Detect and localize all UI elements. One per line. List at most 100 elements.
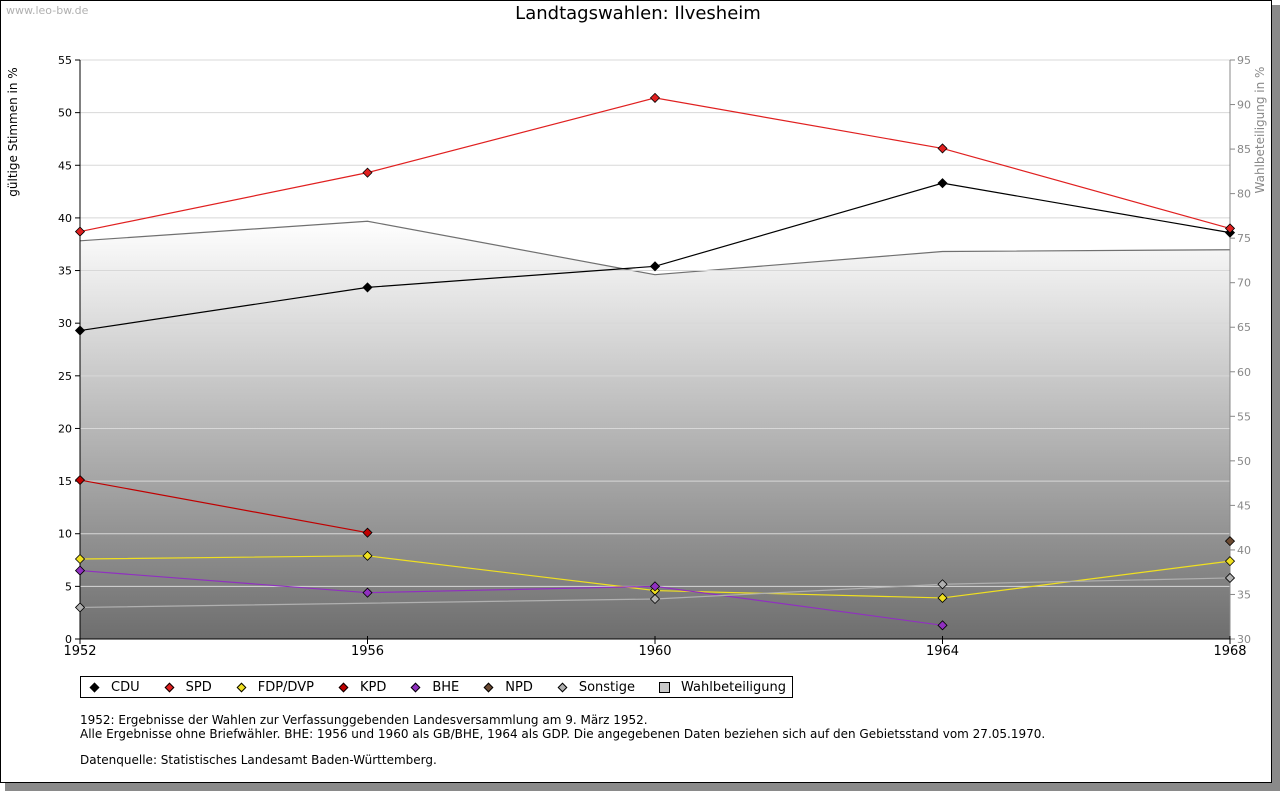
frame-shadow-right xyxy=(1272,5,1280,791)
point-kpd xyxy=(362,527,373,538)
y-tick-label-right: 30 xyxy=(1237,633,1251,646)
y-tick-label: 25 xyxy=(58,370,72,383)
legend-item-sonstige: Sonstige xyxy=(557,680,635,695)
legend-swatch xyxy=(557,682,568,692)
y-tick-label: 5 xyxy=(65,580,72,593)
x-tick-label: 1968 xyxy=(1213,644,1246,659)
point-bhe xyxy=(937,620,948,631)
legend-swatch xyxy=(483,682,494,692)
point-cdu xyxy=(74,325,86,336)
legend-item-spd: SPD xyxy=(164,680,212,695)
point-npd xyxy=(1224,536,1236,547)
footnote-1952: 1952: Ergebnisse der Wahlen zur Verfassu… xyxy=(80,713,648,727)
gridlines xyxy=(80,59,1230,587)
y-tick-label-right: 95 xyxy=(1237,54,1251,67)
legend-label: CDU xyxy=(111,679,140,695)
y-tick-label: 40 xyxy=(58,212,72,225)
y-tick-label: 50 xyxy=(58,107,72,120)
turnout-line xyxy=(79,220,1231,276)
y-tick-label-right: 75 xyxy=(1237,232,1251,245)
series-line-kpd xyxy=(79,479,368,534)
y-tick-label: 10 xyxy=(58,528,72,541)
footnotes: 1952: Ergebnisse der Wahlen zur Verfassu… xyxy=(80,713,1045,767)
point-spd xyxy=(362,167,373,178)
point-kpd xyxy=(74,474,86,486)
y-tick-label: 15 xyxy=(58,475,72,488)
point-spd xyxy=(1224,223,1236,234)
legend-swatch xyxy=(338,682,349,692)
legend-label: NPD xyxy=(505,679,533,695)
point-cdu xyxy=(649,261,661,272)
legend: CDU SPD FDP/DVP KPD BHE NPD Sonstige Wahlbeteil… xyxy=(80,676,794,698)
legend-swatch xyxy=(659,681,671,693)
y-tick-label-right: 45 xyxy=(1237,499,1251,512)
point-fdp-dvp xyxy=(362,550,373,561)
legend-label: FDP/DVP xyxy=(257,679,314,695)
point-sonstige xyxy=(937,579,948,590)
y-tick-label: 30 xyxy=(58,317,72,330)
point-spd xyxy=(74,226,86,237)
y-tick-label-right: 90 xyxy=(1237,99,1251,112)
point-spd xyxy=(649,92,661,103)
chart-title: Landtagswahlen: Ilvesheim xyxy=(515,3,761,24)
point-spd xyxy=(937,143,948,154)
axes: 0 5 10 15 20 25 30 35 40 45 50 55 30 35 40 45 50 55 60 65 70… xyxy=(58,54,1251,659)
y-tick-label-right: 60 xyxy=(1237,366,1251,379)
legend-item-npd: NPD xyxy=(483,680,533,695)
y-tick-label: 20 xyxy=(58,422,72,435)
y-axis-label: gültige Stimmen in % xyxy=(6,67,20,196)
x-tick-label: 1952 xyxy=(63,644,96,659)
series-line-bhe xyxy=(79,569,943,626)
watermark: www.leo-bw.de xyxy=(6,4,89,17)
legend-swatch xyxy=(164,682,175,692)
legend-item-kpd: KPD xyxy=(338,680,386,695)
point-bhe xyxy=(74,565,86,576)
point-sonstige xyxy=(74,602,86,613)
y-tick-label-right: 80 xyxy=(1237,188,1251,201)
turnout-area-layer xyxy=(79,220,1231,639)
y-tick-label-right: 40 xyxy=(1237,544,1251,557)
y-tick-label: 35 xyxy=(58,265,72,278)
x-tick-label: 1960 xyxy=(638,644,671,659)
legend-label: KPD xyxy=(359,679,387,695)
point-bhe xyxy=(649,581,661,592)
y-axis-label-right: Wahlbeteiligung in % xyxy=(1253,67,1267,194)
turnout-area xyxy=(80,221,1230,639)
legend-swatch xyxy=(410,682,421,692)
point-cdu xyxy=(362,282,373,293)
y-tick-label: 55 xyxy=(58,54,72,67)
y-tick-label-right: 50 xyxy=(1237,455,1251,468)
y-tick-label-right: 55 xyxy=(1237,410,1251,423)
series-points xyxy=(74,92,1236,631)
y-tick-label-right: 85 xyxy=(1237,143,1251,156)
point-cdu xyxy=(937,178,948,189)
legend-label: Sonstige xyxy=(578,679,636,695)
legend-item-cdu: CDU xyxy=(89,680,140,695)
x-tick-label: 1964 xyxy=(926,644,959,659)
legend-label: BHE xyxy=(432,679,460,695)
legend-swatch xyxy=(236,682,247,692)
point-fdp-dvp xyxy=(1224,556,1236,567)
legend-item-bhe: BHE xyxy=(410,680,459,695)
point-sonstige xyxy=(1224,572,1236,584)
frame-shadow-bottom xyxy=(5,783,1280,791)
y-tick-label-right: 35 xyxy=(1237,588,1251,601)
legend-swatch xyxy=(89,682,100,692)
legend-item-fdp-dvp: FDP/DVP xyxy=(236,680,314,695)
line-chart: 0 5 10 15 20 25 30 35 40 45 50 55 30 35 40 45 50 55 60 65 70… xyxy=(6,54,1267,659)
data-source: Datenquelle: Statistisches Landesamt Bad… xyxy=(80,753,437,767)
point-fdp-dvp xyxy=(74,553,86,565)
y-tick-label-right: 65 xyxy=(1237,321,1251,334)
x-tick-label: 1956 xyxy=(351,644,384,659)
point-fdp-dvp xyxy=(937,592,948,604)
axis-labels: gültige Stimmen in % Wahlbeteiligung in … xyxy=(6,67,1267,197)
series-line-sonstige xyxy=(79,577,1231,609)
legend-item-wahlbeteiligung: Wahlbeteiligung xyxy=(659,680,786,695)
y-tick-label-right: 70 xyxy=(1237,277,1251,290)
legend-label: Wahlbeteiligung xyxy=(681,679,787,695)
legend-label: SPD xyxy=(185,679,212,695)
point-bhe xyxy=(362,587,373,598)
footnote-general: Alle Ergebnisse ohne Briefwähler. BHE: 1… xyxy=(80,727,1046,741)
point-sonstige xyxy=(649,593,661,605)
y-tick-label: 45 xyxy=(58,159,72,172)
